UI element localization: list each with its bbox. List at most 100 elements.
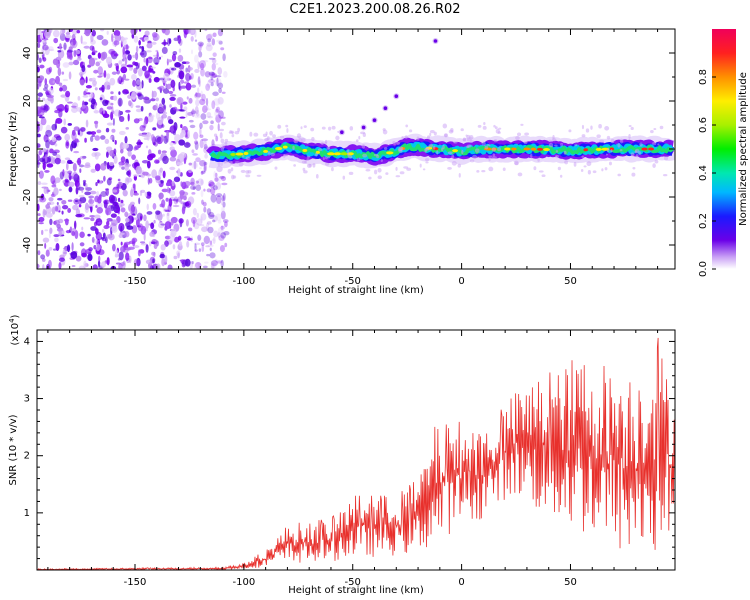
ridge-speckle (320, 141, 324, 146)
noise-blob (131, 74, 137, 81)
noise-blob (49, 227, 53, 234)
ridge-speckle (269, 130, 273, 136)
y-tick-label: 2 (24, 451, 30, 462)
noise-blob (63, 170, 69, 180)
noise-blob (79, 168, 82, 173)
noise-blob (191, 29, 196, 34)
noise-blob (187, 196, 195, 205)
noise-blob (37, 263, 40, 269)
noise-blob (44, 229, 49, 232)
ridge-speckle (610, 138, 615, 144)
noise-blob (112, 189, 118, 193)
ridge-speckle (581, 155, 584, 158)
noise-blob (161, 114, 168, 119)
ridge-speckle (315, 152, 318, 157)
noise-blob (169, 166, 176, 171)
noise-blob (122, 189, 128, 197)
noise-blob (201, 226, 208, 233)
noise-blob (72, 29, 78, 36)
noise-blob (184, 29, 189, 35)
noise-blob (113, 109, 121, 117)
noise-blob (64, 157, 71, 161)
noise-blob (198, 79, 201, 88)
noise-blob (95, 201, 103, 209)
ridge-speckle (230, 167, 234, 172)
noise-blob (81, 41, 88, 45)
noise-blob (205, 34, 213, 41)
ridge-speckle (428, 143, 433, 148)
ridge-speckle (514, 160, 519, 165)
ridge-speckle (524, 132, 530, 136)
noise-blob (105, 146, 113, 152)
noise-blob (169, 104, 172, 108)
noise-blob (183, 106, 188, 111)
noise-blob (74, 199, 79, 203)
noise-blob (50, 155, 54, 165)
noise-blob (93, 110, 100, 114)
noise-blob (116, 184, 120, 189)
noise-blob (149, 177, 153, 184)
noise-blob (193, 222, 200, 230)
artifact-point (372, 118, 377, 122)
noise-blob (210, 82, 214, 87)
noise-blob (106, 122, 114, 126)
ridge-speckle (630, 152, 635, 157)
noise-blob (114, 202, 120, 210)
noise-blob (212, 52, 217, 57)
artifact-point (433, 39, 438, 43)
noise-blob (100, 190, 107, 198)
noise-blob (150, 222, 155, 230)
ridge-speckle (599, 139, 605, 144)
ridge-speckle (416, 136, 420, 141)
noise-blob (46, 149, 49, 154)
snr-ylabel: SNR (10 * v/v) (8, 414, 19, 485)
ridge-speckle (249, 131, 253, 137)
noise-blob (106, 221, 110, 226)
noise-blob (105, 77, 109, 84)
noise-blob (122, 51, 127, 60)
ridge-speckle (283, 154, 289, 157)
noise-blob (184, 236, 191, 239)
ridge-speckle (608, 161, 612, 166)
noise-blob (219, 132, 223, 139)
noise-blob (79, 155, 87, 160)
noise-blob (150, 98, 156, 102)
noise-blob (186, 96, 189, 100)
noise-blob (209, 240, 213, 246)
ridge-speckle (568, 129, 572, 133)
noise-blob (41, 40, 46, 43)
noise-blob (81, 104, 86, 109)
noise-blob (178, 48, 182, 53)
noise-blob (173, 106, 178, 111)
noise-blob (210, 187, 216, 195)
ridge-speckle (356, 157, 361, 162)
noise-blob (161, 46, 168, 55)
noise-blob (57, 197, 63, 201)
noise-blob (204, 261, 209, 264)
noise-blob (48, 247, 53, 251)
noise-blob (71, 131, 77, 141)
ridge-speckle (424, 147, 427, 153)
noise-blob (93, 69, 99, 74)
noise-blob (153, 142, 156, 146)
noise-blob (189, 124, 196, 129)
ridge-speckle (408, 129, 413, 133)
noise-blob (108, 194, 115, 204)
noise-blob (184, 201, 190, 207)
noise-blob (165, 182, 171, 187)
noise-blob (146, 203, 149, 211)
noise-blob (118, 233, 123, 239)
noise-blob (42, 162, 46, 171)
noise-blob (37, 29, 42, 35)
noise-blob (193, 242, 201, 246)
noise-blob (211, 58, 217, 64)
noise-blob (125, 247, 132, 251)
noise-blob (79, 79, 85, 86)
noise-blob (41, 264, 45, 269)
ridge-speckle (238, 162, 244, 167)
noise-blob (178, 70, 185, 80)
noise-blob (110, 213, 117, 218)
noise-blob (194, 113, 201, 119)
noise-blob (216, 260, 223, 264)
noise-blob (166, 212, 170, 217)
